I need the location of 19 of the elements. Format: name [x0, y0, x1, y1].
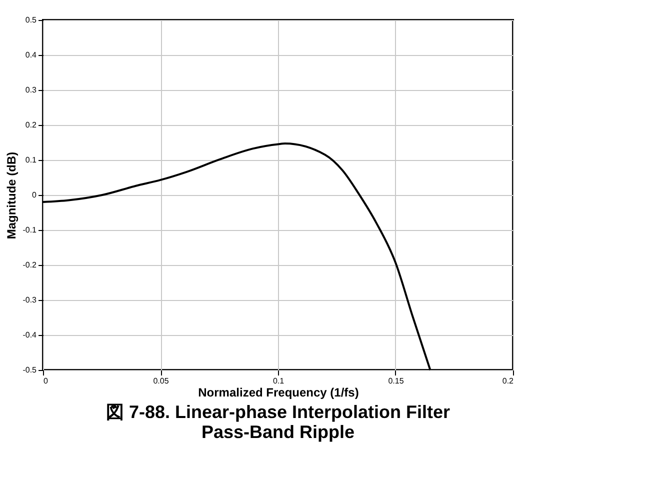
y-tick-label: -0.2 [22, 260, 38, 270]
x-tick-label: 0.15 [388, 376, 404, 386]
y-tick-label: 0.3 [25, 86, 38, 94]
y-tick-label: -0.4 [22, 330, 38, 340]
y-tick-label: -0.5 [22, 366, 38, 374]
y-tick-label: 0.1 [25, 156, 38, 164]
x-tick-label: 0.2 [502, 376, 514, 386]
x-axis-title: Normalized Frequency (1/fs) [198, 386, 359, 400]
y-tick-label: -0.3 [22, 296, 38, 304]
y-tick-label: -0.1 [22, 226, 38, 234]
x-tick-label: 0.1 [272, 376, 285, 386]
text: 図 7-88. Linear-phase Interpolation Filter Pass-Band Ripple [106, 402, 450, 442]
x-tick-label: 0 [44, 376, 48, 386]
y-axis-title: Magnitude (dB) [4, 152, 19, 240]
y-tick-label: 0.4 [25, 50, 38, 60]
y-tick-label: 0.2 [25, 120, 38, 130]
y-tick-label: 0 [32, 190, 38, 200]
x-tick-label: 0.05 [153, 376, 170, 386]
y-tick-label: 0.5 [25, 16, 38, 24]
